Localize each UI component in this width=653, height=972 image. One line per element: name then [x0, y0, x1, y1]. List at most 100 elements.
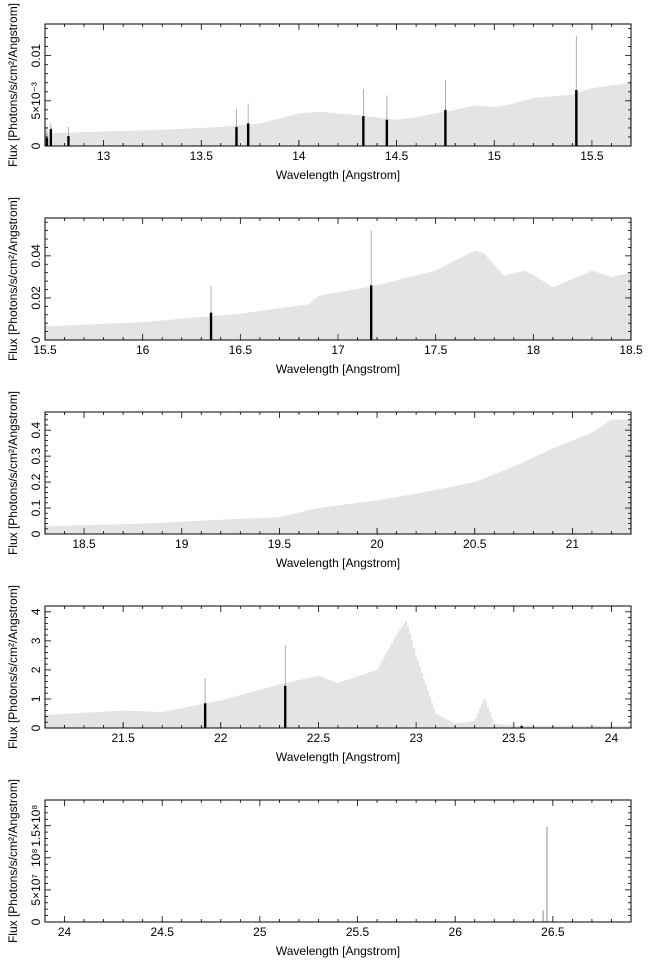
y-tick-label: 0.04 — [29, 244, 43, 268]
x-tick-label: 21 — [566, 537, 580, 551]
chart-panel-1: 13 13.5 14 14.5 15 15.5 0 5×10⁻³ 0.01 Wavelength … — [6, 3, 632, 182]
x-tick-label: 25.5 — [346, 925, 370, 939]
continuum-bars — [45, 82, 631, 146]
x-ticks — [44, 800, 632, 922]
x-ticks — [44, 606, 632, 728]
x-tick-label: 18.5 — [72, 537, 96, 551]
line-bar — [444, 109, 447, 146]
x-tick-label: 22.5 — [307, 731, 331, 745]
y-axis-label: Flux [Photons/s/cm²/Angstrom] — [6, 779, 20, 943]
x-tick-label: 22 — [214, 731, 228, 745]
plot-area — [542, 826, 548, 922]
line-bar — [520, 725, 523, 728]
y-tick-label: 5×10⁷ — [29, 874, 43, 905]
continuum-bars — [45, 250, 631, 340]
y-tick-label: 0.01 — [29, 44, 43, 68]
y-tick-label: 0 — [29, 336, 43, 343]
line-bar — [235, 127, 238, 146]
x-tick-label: 17.5 — [424, 343, 448, 357]
x-tick-label: 16 — [136, 343, 150, 357]
x-tick-label: 23.5 — [502, 731, 526, 745]
x-tick-label: 24 — [58, 925, 72, 939]
x-tick-label: 24.5 — [151, 925, 175, 939]
x-tick-label: 24 — [605, 731, 619, 745]
y-tick-label: 0.02 — [29, 286, 43, 310]
y-ticks — [45, 28, 631, 147]
line-bar — [284, 685, 287, 728]
x-tick-label: 26.5 — [541, 925, 565, 939]
x-tick-label: 23 — [409, 731, 423, 745]
line-bar — [385, 119, 389, 146]
line-bar — [246, 123, 250, 146]
x-tick-label: 21.5 — [111, 731, 135, 745]
line-bar — [45, 137, 49, 146]
y-tick-label: 3 — [29, 637, 43, 644]
plot-area — [45, 35, 631, 146]
x-ticks — [44, 24, 632, 146]
x-tick-label: 18 — [527, 343, 541, 357]
line-bar — [370, 285, 373, 340]
x-tick-label: 15.5 — [33, 343, 57, 357]
x-axis-label: Wavelength [Angstrom] — [276, 362, 400, 376]
y-ticks — [45, 799, 631, 923]
y-ticks — [45, 221, 631, 341]
chart-panel-2: 15.5 16 16.5 17 17.5 18 18.5 0 0.02 0.04 Wavelengt… — [6, 197, 643, 376]
y-tick-label: 0.1 — [29, 499, 43, 516]
y-ticks — [45, 605, 631, 729]
y-tick-label: 2 — [29, 666, 43, 673]
line-bar — [203, 703, 207, 728]
line-bar — [49, 128, 53, 146]
plot-frame — [44, 799, 632, 923]
y-axis-label: Flux [Photons/s/cm²/Angstrom] — [6, 391, 20, 555]
y-tick-label: 1 — [29, 695, 43, 702]
x-tick-label: 17 — [331, 343, 345, 357]
x-tick-label: 14.5 — [385, 149, 409, 163]
plot-area — [45, 621, 631, 728]
x-tick-label: 15 — [488, 149, 502, 163]
y-tick-label: 4 — [29, 608, 43, 615]
x-tick-label: 19 — [175, 537, 189, 551]
x-axis-label: Wavelength [Angstrom] — [276, 750, 400, 764]
y-axis-label: Flux [Photons/s/cm²/Angstrom] — [6, 585, 20, 749]
y-tick-label: 0 — [29, 142, 43, 149]
x-tick-label: 26 — [449, 925, 463, 939]
line-bar — [362, 116, 365, 146]
chart-panel-3: 18.5 19 19.5 20 20.5 21 0 0.1 0.2 0.3 0.4 Wavelengt… — [6, 391, 632, 570]
x-tick-label: 20.5 — [463, 537, 487, 551]
line-bar — [209, 312, 213, 340]
x-tick-label: 15.5 — [580, 149, 604, 163]
y-tick-label: 0.3 — [29, 447, 43, 464]
y-tick-label: 10⁸ — [29, 849, 43, 867]
x-ticks — [44, 218, 632, 340]
plot-area — [45, 419, 631, 534]
y-tick-label: 0 — [29, 724, 43, 731]
y-tick-label: 1.5×10⁸ — [29, 805, 43, 847]
x-tick-label: 20 — [370, 537, 384, 551]
x-tick-label: 14 — [292, 149, 306, 163]
line-bar — [67, 136, 70, 146]
y-tick-label: 5×10⁻³ — [29, 82, 43, 119]
y-axis-label: Flux [Photons/s/cm²/Angstrom] — [6, 197, 20, 361]
plot-area — [45, 230, 631, 340]
y-ticks — [45, 414, 631, 535]
x-tick-label: 25 — [253, 925, 267, 939]
chart-panel-5: 24 24.5 25 25.5 26 26.5 0 5×10⁷ 10⁸ 1.5×10⁸ Wavele… — [6, 779, 632, 958]
y-axis-label: Flux [Photons/s/cm²/Angstrom] — [6, 3, 20, 167]
continuum-bars — [45, 621, 631, 728]
x-tick-label: 13 — [97, 149, 111, 163]
x-tick-label: 13.5 — [190, 149, 214, 163]
y-tick-label: 0 — [29, 918, 43, 925]
y-tick-label: 0.4 — [29, 422, 43, 439]
x-axis-label: Wavelength [Angstrom] — [276, 556, 400, 570]
continuum-bars — [45, 419, 631, 534]
y-tick-label: 0 — [29, 530, 43, 537]
x-tick-label: 18.5 — [619, 343, 643, 357]
x-axis-label: Wavelength [Angstrom] — [276, 944, 400, 958]
x-tick-label: 16.5 — [229, 343, 253, 357]
x-tick-label: 19.5 — [268, 537, 292, 551]
line-bar — [575, 89, 578, 146]
x-axis-label: Wavelength [Angstrom] — [276, 168, 400, 182]
y-tick-label: 0.2 — [29, 473, 43, 490]
